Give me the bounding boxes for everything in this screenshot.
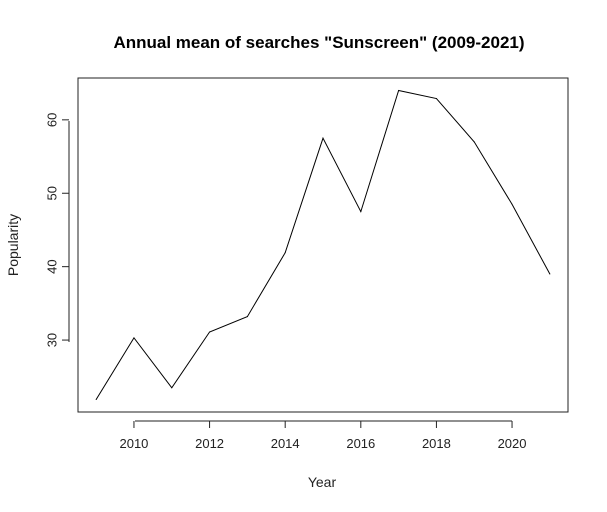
- data-point-2021: [549, 273, 551, 275]
- series-line: [95, 89, 551, 400]
- data-point-2009: [95, 399, 97, 401]
- data-point-2015: [322, 137, 324, 139]
- data-point-2011: [171, 387, 173, 389]
- y-tick-label: 60: [45, 113, 60, 127]
- data-point-2012: [209, 331, 211, 333]
- data-points: [95, 89, 551, 401]
- data-point-2018: [435, 98, 437, 100]
- y-axis-label: Popularity: [5, 214, 21, 276]
- y-tick-label: 40: [45, 259, 60, 273]
- y-axis-ticks: 30 40 50 60: [45, 113, 69, 347]
- x-tick-label: 2018: [422, 436, 451, 451]
- data-point-2016: [360, 211, 362, 213]
- x-axis-label: Year: [308, 474, 337, 490]
- x-axis-ticks: 2010 2012 2014 2016 2018 2020: [119, 421, 527, 451]
- data-point-2017: [398, 89, 400, 91]
- data-point-2010: [133, 337, 135, 339]
- x-tick-label: 2020: [498, 436, 527, 451]
- x-tick-label: 2016: [346, 436, 375, 451]
- plot-area-frame: [77, 77, 569, 413]
- data-point-2019: [473, 141, 475, 143]
- y-tick-label: 30: [45, 333, 60, 347]
- y-tick-label: 50: [45, 186, 60, 200]
- data-point-2014: [284, 252, 286, 254]
- data-point-2013: [246, 316, 248, 318]
- x-tick-label: 2012: [195, 436, 224, 451]
- x-tick-label: 2014: [271, 436, 300, 451]
- chart-title: Annual mean of searches "Sunscreen" (200…: [113, 33, 524, 52]
- x-tick-label: 2010: [119, 436, 148, 451]
- data-point-2020: [511, 203, 513, 205]
